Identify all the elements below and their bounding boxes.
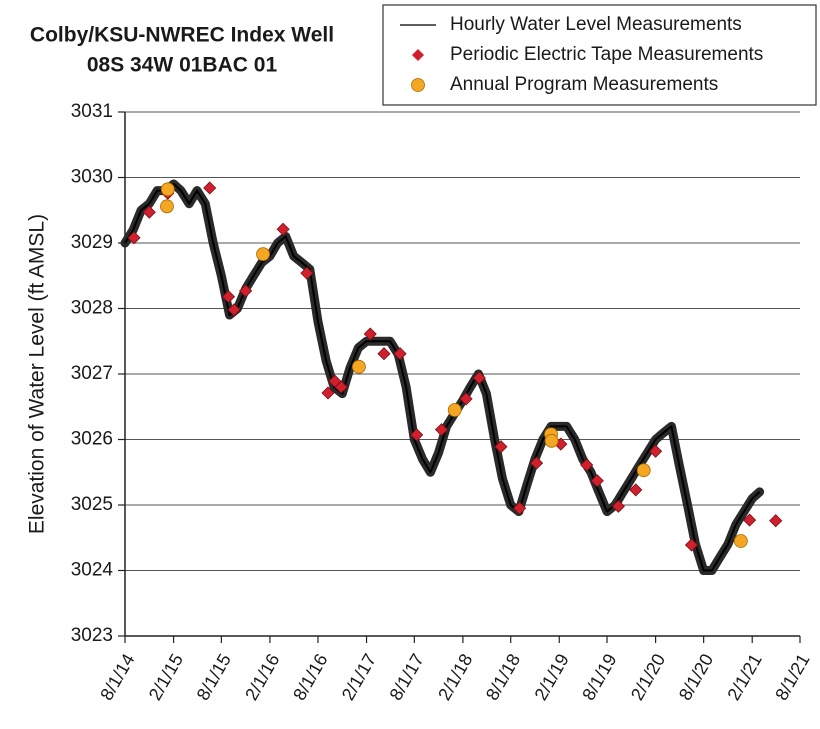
- tape-point: [127, 231, 141, 245]
- legend-label: Hourly Water Level Measurements: [450, 14, 742, 35]
- tape-point: [377, 347, 391, 361]
- tape-point: [611, 499, 625, 513]
- x-tick-label: 8/1/14: [96, 650, 138, 703]
- tape-point: [142, 205, 156, 219]
- legend-box: [382, 4, 817, 106]
- x-tick-label: 2/1/15: [145, 650, 187, 703]
- tape-point: [590, 474, 604, 488]
- chart-title: Colby/KSU-NWREC Index Well: [30, 24, 334, 47]
- legend-diamond: [412, 49, 424, 61]
- tape-point: [239, 284, 253, 298]
- y-tick-label: 3026: [71, 429, 113, 450]
- tape-point: [410, 428, 424, 442]
- annual-point: [544, 433, 559, 448]
- x-tick-label: 2/1/19: [530, 650, 572, 703]
- tape-point: [649, 444, 663, 458]
- annual-point: [160, 199, 174, 214]
- x-tick-label: 8/1/15: [193, 650, 235, 703]
- legend-label: Periodic Electric Tape Measurements: [450, 44, 763, 65]
- y-tick-label: 3031: [71, 101, 113, 122]
- tape-point: [629, 483, 643, 497]
- y-tick-label: 3027: [71, 363, 113, 384]
- annual-point: [256, 247, 270, 262]
- tape-point: [580, 458, 594, 472]
- annual-point: [160, 182, 175, 197]
- y-axis-label: Elevation of Water Level (ft AMSL): [26, 214, 49, 534]
- tape-point: [529, 456, 544, 470]
- annual-point: [351, 359, 366, 374]
- y-tick-label: 3030: [71, 167, 113, 188]
- tape-point: [459, 392, 473, 406]
- annual-point: [636, 463, 651, 478]
- tape-point: [393, 347, 407, 361]
- x-tick-label: 8/1/19: [578, 650, 620, 703]
- tape-point: [300, 266, 314, 280]
- x-tick-label: 8/1/21: [771, 650, 813, 703]
- annual-point: [733, 534, 748, 548]
- tape-point: [334, 380, 348, 394]
- tape-point: [743, 513, 757, 527]
- tape-point: [769, 514, 783, 528]
- chart-subtitle: 08S 34W 01BAC 01: [87, 54, 278, 77]
- tape-point: [513, 501, 527, 515]
- y-tick-label: 3023: [71, 625, 113, 646]
- tape-point: [363, 327, 377, 341]
- tape-point: [221, 290, 236, 304]
- y-tick-label: 3029: [71, 232, 113, 253]
- annual-point: [447, 403, 462, 417]
- x-tick-label: 8/1/17: [386, 650, 428, 703]
- x-tick-label: 2/1/17: [338, 650, 380, 703]
- tape-point: [684, 538, 699, 552]
- y-tick-label: 3025: [71, 494, 113, 515]
- x-tick-label: 8/1/16: [289, 650, 331, 703]
- tape-point: [276, 222, 290, 236]
- tape-point: [494, 440, 508, 454]
- tape-point: [227, 303, 241, 317]
- tape-point: [434, 423, 449, 437]
- tape-point: [203, 181, 217, 195]
- y-tick-label: 3028: [71, 298, 113, 319]
- x-tick-label: 2/1/20: [627, 650, 669, 703]
- tape-point: [472, 371, 486, 385]
- legend-label: Annual Program Measurements: [450, 74, 718, 95]
- x-tick-label: 8/1/18: [482, 650, 524, 703]
- x-tick-label: 2/1/18: [434, 650, 476, 703]
- x-tick-label: 2/1/16: [241, 650, 283, 703]
- x-tick-label: 2/1/21: [723, 650, 765, 703]
- x-tick-label: 8/1/20: [675, 650, 717, 703]
- hourly-line-core: [124, 183, 761, 572]
- legend-circle: [411, 78, 425, 92]
- y-tick-label: 3024: [71, 560, 114, 581]
- hourly-line: [120, 179, 765, 575]
- tape-point: [321, 386, 335, 400]
